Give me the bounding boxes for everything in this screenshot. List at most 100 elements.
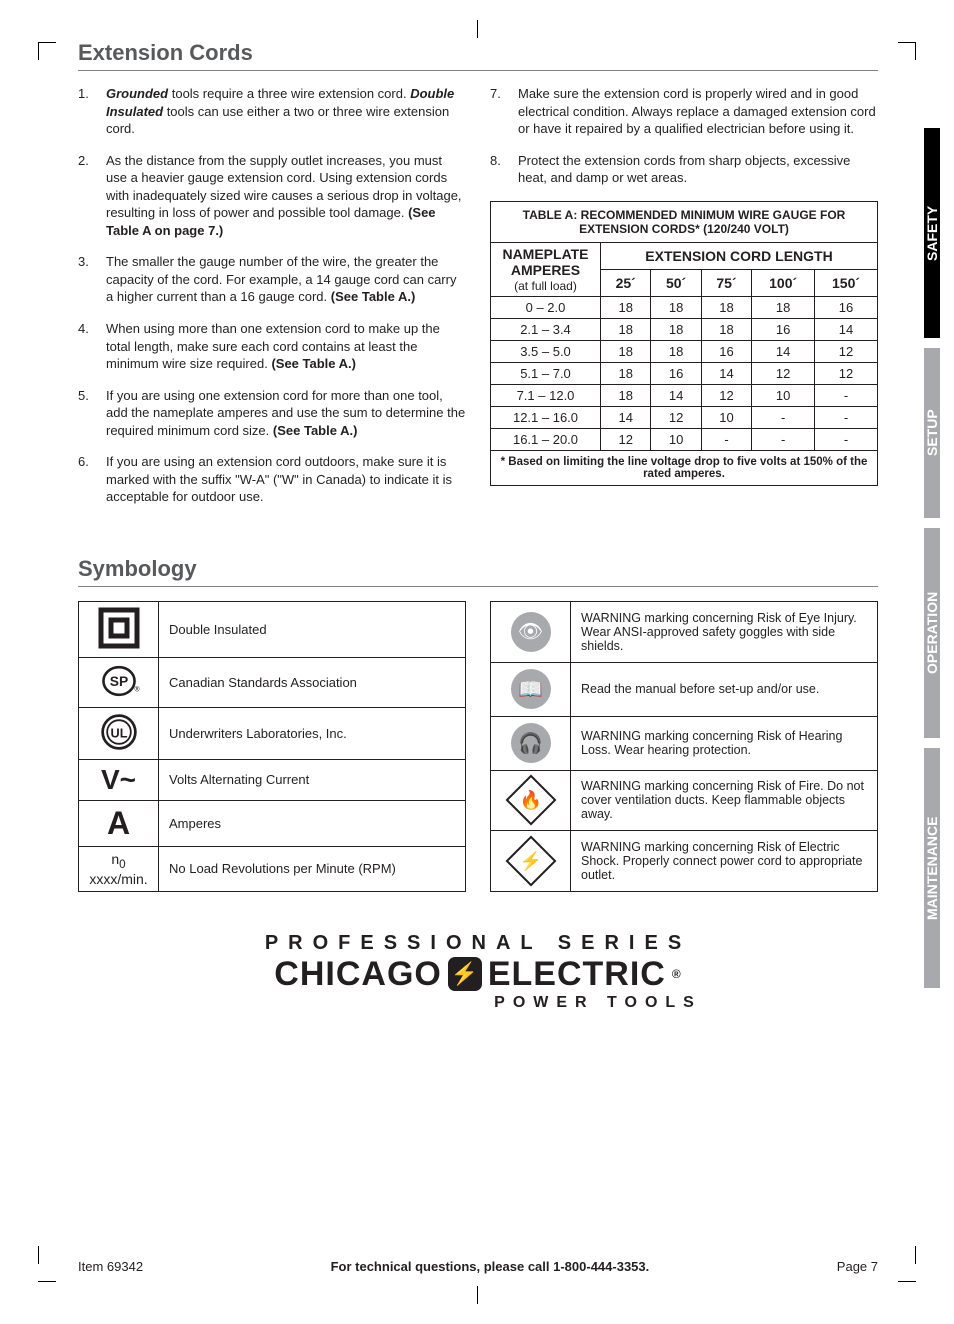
symbology-row: Double Insulated <box>79 601 466 657</box>
nameplate-header: NAMEPLATE AMPERES <box>502 246 588 278</box>
table-row: 5.1 – 7.01816141212 <box>491 362 878 384</box>
symbology-row: SP ® Canadian Standards Association <box>79 657 466 707</box>
gauge-value: 12 <box>815 362 878 384</box>
gauge-value: 18 <box>601 384 651 406</box>
gauge-value: - <box>815 384 878 406</box>
crop-mark <box>38 1246 39 1264</box>
ampere-range: 2.1 – 3.4 <box>491 318 601 340</box>
footer-item: Item 69342 <box>78 1259 143 1274</box>
gauge-value: 10 <box>701 406 751 428</box>
amp-icon: A <box>79 800 159 846</box>
fire-icon: 🔥 <box>491 770 571 831</box>
page-content: Extension Cords Grounded tools require a… <box>78 40 878 1012</box>
side-tabs: SAFETY SETUP OPERATION MAINTENANCE <box>924 128 954 998</box>
brand-name-2: ELECTRIC <box>488 955 666 994</box>
gauge-value: - <box>701 428 751 450</box>
nameplate-sub: (at full load) <box>514 279 577 293</box>
tab-operation: OPERATION <box>924 528 940 738</box>
symbology-description: No Load Revolutions per Minute (RPM) <box>159 846 466 891</box>
double-insulated-icon <box>79 601 159 657</box>
length-header: 75´ <box>701 269 751 296</box>
ampere-range: 3.5 – 5.0 <box>491 340 601 362</box>
extension-cords-columns: Grounded tools require a three wire exte… <box>78 85 878 520</box>
gauge-value: 18 <box>601 362 651 384</box>
crop-mark <box>38 42 56 43</box>
gauge-value: 18 <box>651 340 701 362</box>
gauge-value: - <box>752 406 815 428</box>
symbology-description: WARNING marking concerning Risk of Heari… <box>571 716 878 770</box>
brand-logo: CHICAGO ⚡ ELECTRIC ® <box>78 955 878 994</box>
table-row: 7.1 – 12.018141210- <box>491 384 878 406</box>
ampere-range: 0 – 2.0 <box>491 296 601 318</box>
svg-text:®: ® <box>134 685 139 693</box>
left-column: Grounded tools require a three wire exte… <box>78 85 466 520</box>
instruction-item: Make sure the extension cord is properly… <box>490 85 878 138</box>
crop-mark <box>898 1281 916 1282</box>
svg-text:SP: SP <box>109 673 127 689</box>
gauge-value: 16 <box>815 296 878 318</box>
extension-cord-length-header: EXTENSION CORD LENGTH <box>601 242 878 269</box>
crop-mark <box>38 1281 56 1282</box>
section-title-symbology: Symbology <box>78 556 878 587</box>
instructions-right: Make sure the extension cord is properly… <box>490 85 878 187</box>
symbology-row: 📖Read the manual before set-up and/or us… <box>491 662 878 716</box>
gauge-value: 14 <box>815 318 878 340</box>
instruction-item: As the distance from the supply outlet i… <box>78 152 466 240</box>
gauge-value: 16 <box>701 340 751 362</box>
tab-setup: SETUP <box>924 348 940 518</box>
footer-page: Page 7 <box>837 1259 878 1274</box>
table-a-footnote: * Based on limiting the line voltage dro… <box>491 450 878 485</box>
instruction-item: If you are using an extension cord outdo… <box>78 453 466 506</box>
symbology-row: UL Underwriters Laboratories, Inc. <box>79 707 466 759</box>
brand-series: PROFESSIONAL SERIES <box>78 932 878 955</box>
symbology-description: Underwriters Laboratories, Inc. <box>159 707 466 759</box>
right-column: Make sure the extension cord is properly… <box>490 85 878 520</box>
table-row: 12.1 – 16.0141210-- <box>491 406 878 428</box>
svg-text:UL: UL <box>110 725 127 740</box>
gauge-value: 18 <box>601 340 651 362</box>
gauge-value: - <box>815 428 878 450</box>
gauge-value: 12 <box>601 428 651 450</box>
symbology-description: Amperes <box>159 800 466 846</box>
page-footer: Item 69342 For technical questions, plea… <box>78 1259 878 1274</box>
plug-icon: ⚡ <box>448 957 482 991</box>
ampere-range: 12.1 – 16.0 <box>491 406 601 428</box>
manual-icon: 📖 <box>491 662 571 716</box>
symbology-row: AAmperes <box>79 800 466 846</box>
gauge-value: 18 <box>701 296 751 318</box>
length-header: 50´ <box>651 269 701 296</box>
table-row: 16.1 – 20.01210--- <box>491 428 878 450</box>
length-header: 100´ <box>752 269 815 296</box>
gauge-value: 10 <box>752 384 815 406</box>
gauge-value: 18 <box>601 318 651 340</box>
crop-mark <box>38 42 39 60</box>
symbology-description: WARNING marking concerning Risk of Fire.… <box>571 770 878 831</box>
symbology-row: 🎧WARNING marking concerning Risk of Hear… <box>491 716 878 770</box>
symbology-description: WARNING marking concerning Risk of Elect… <box>571 831 878 892</box>
table-row: 0 – 2.01818181816 <box>491 296 878 318</box>
instruction-item: The smaller the gauge number of the wire… <box>78 253 466 306</box>
symbology-row: ⚡WARNING marking concerning Risk of Elec… <box>491 831 878 892</box>
vac-icon: V~ <box>79 759 159 800</box>
length-header: 25´ <box>601 269 651 296</box>
ul-icon: UL <box>79 707 159 759</box>
instructions-left: Grounded tools require a three wire exte… <box>78 85 466 506</box>
brand-block: PROFESSIONAL SERIES CHICAGO ⚡ ELECTRIC ®… <box>78 932 878 1012</box>
ampere-range: 5.1 – 7.0 <box>491 362 601 384</box>
crop-mark <box>477 1286 478 1304</box>
rpm-icon: n0 xxxx/min. <box>79 846 159 891</box>
instruction-item: Protect the extension cords from sharp o… <box>490 152 878 187</box>
symbology-description: Read the manual before set-up and/or use… <box>571 662 878 716</box>
table-a: TABLE A: RECOMMENDED MINIMUM WIRE GAUGE … <box>490 201 878 486</box>
gauge-value: 18 <box>701 318 751 340</box>
symbology-description: Canadian Standards Association <box>159 657 466 707</box>
table-a-title: TABLE A: RECOMMENDED MINIMUM WIRE GAUGE … <box>491 201 878 242</box>
gauge-value: 10 <box>651 428 701 450</box>
registered-mark: ® <box>672 967 682 981</box>
instruction-item: If you are using one extension cord for … <box>78 387 466 440</box>
symbology-row: V~Volts Alternating Current <box>79 759 466 800</box>
brand-name-1: CHICAGO <box>274 955 442 994</box>
ampere-range: 16.1 – 20.0 <box>491 428 601 450</box>
symbology-section: Symbology Double Insulated SP ® Canadian St… <box>78 556 878 892</box>
symbology-row: n0 xxxx/min.No Load Revolutions per Minu… <box>79 846 466 891</box>
